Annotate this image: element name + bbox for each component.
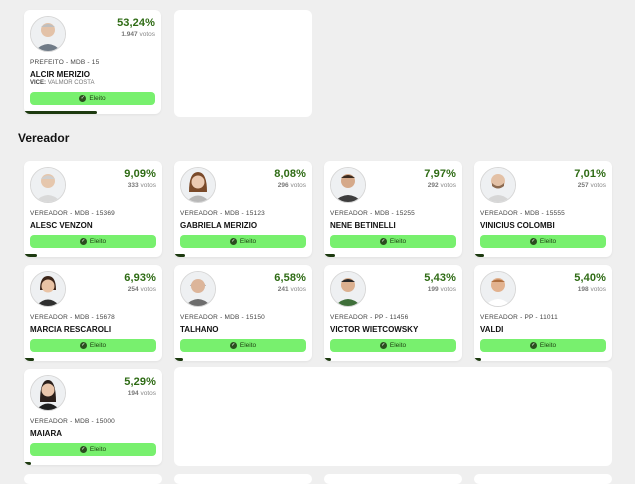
elected-badge: ✓ Eleito xyxy=(480,339,606,352)
vote-count: 199 votos xyxy=(427,286,456,293)
candidate-card: 7,97% 292 votos VEREADOR - MDB - 15255 NENE… xyxy=(324,161,462,257)
candidate-card: 6,93% 254 votos VEREADOR - MDB - 15678 MARC… xyxy=(24,265,162,361)
candidate-role: VEREADOR - PP - 11011 xyxy=(480,314,558,321)
candidate-photo xyxy=(480,271,516,307)
vote-progress-bar xyxy=(474,254,484,257)
elected-badge: ✓ Eleito xyxy=(180,235,306,248)
candidate-card: 9,09% 333 votos VEREADOR - MDB - 15369 ALES… xyxy=(24,161,162,257)
vote-count: 292 votos xyxy=(427,182,456,189)
candidate-name: ALESC VENZON xyxy=(30,221,93,230)
check-icon: ✓ xyxy=(379,238,387,245)
candidate-photo xyxy=(480,167,516,203)
vote-progress-bar xyxy=(324,254,335,257)
candidate-card: 5,29% 194 votos VEREADOR - MDB - 15000 MAIA… xyxy=(24,369,162,465)
elected-badge: ✓ Eleito xyxy=(30,92,155,105)
candidate-role: PREFEITO - MDB - 15 xyxy=(30,59,100,66)
candidate-role: VEREADOR - MDB - 15369 xyxy=(30,210,115,217)
empty-card xyxy=(174,474,312,484)
check-icon: ✓ xyxy=(529,342,537,349)
candidate-role: VEREADOR - MDB - 15555 xyxy=(480,210,565,217)
check-icon: ✓ xyxy=(79,238,87,245)
vote-percentage: 5,40% xyxy=(574,272,606,284)
check-icon: ✓ xyxy=(79,446,87,453)
candidate-photo xyxy=(180,271,216,307)
vote-progress-bar xyxy=(24,462,32,465)
vice-candidate: VICE: VALMOR COSTA xyxy=(30,80,95,86)
vote-percentage: 7,01% xyxy=(574,168,606,180)
candidate-name: TALHANO xyxy=(180,325,219,334)
candidate-name: ALCIR MERIZIO xyxy=(30,70,90,79)
candidate-photo xyxy=(180,167,216,203)
check-icon: ✓ xyxy=(379,342,387,349)
empty-card xyxy=(174,367,612,466)
elected-badge: ✓ Eleito xyxy=(480,235,606,248)
vote-count: 241 votos xyxy=(277,286,306,293)
vote-percentage: 6,58% xyxy=(274,272,306,284)
candidate-photo xyxy=(30,375,66,411)
candidate-photo xyxy=(30,16,66,52)
candidate-card: 5,40% 198 votos VEREADOR - PP - 11011 VALDI… xyxy=(474,265,612,361)
candidate-name: NENE BETINELLI xyxy=(330,221,396,230)
candidate-role: VEREADOR - MDB - 15255 xyxy=(330,210,415,217)
vote-count: 254 votos xyxy=(127,286,156,293)
vote-count: 257 votos xyxy=(577,182,606,189)
candidate-name: MARCIA RESCAROLI xyxy=(30,325,112,334)
candidate-photo xyxy=(30,167,66,203)
vote-count: 194 votos xyxy=(127,390,156,397)
vote-percentage: 53,24% xyxy=(117,17,155,29)
vote-count: 296 votos xyxy=(277,182,306,189)
candidate-card: 7,01% 257 votos VEREADOR - MDB - 15555 VINI… xyxy=(474,161,612,257)
elected-badge: ✓ Eleito xyxy=(330,339,456,352)
check-icon: ✓ xyxy=(79,342,87,349)
candidate-card: 5,43% 199 votos VEREADOR - PP - 11456 VICTO… xyxy=(324,265,462,361)
vote-progress-bar xyxy=(24,111,97,114)
empty-card xyxy=(174,10,312,117)
check-icon: ✓ xyxy=(229,342,237,349)
candidate-photo xyxy=(30,271,66,307)
vote-progress-bar xyxy=(24,254,37,257)
vote-percentage: 6,93% xyxy=(124,272,156,284)
candidate-name: VINICIUS COLOMBI xyxy=(480,221,555,230)
empty-card xyxy=(474,474,612,484)
check-icon: ✓ xyxy=(529,238,537,245)
section-title: Vereador xyxy=(18,131,70,145)
check-icon: ✓ xyxy=(79,95,87,102)
candidate-name: MAIARA xyxy=(30,429,62,438)
elected-badge: ✓ Eleito xyxy=(330,235,456,248)
candidate-role: VEREADOR - PP - 11456 xyxy=(330,314,409,321)
elected-badge: ✓ Eleito xyxy=(30,339,156,352)
check-icon: ✓ xyxy=(229,238,237,245)
candidate-card: 6,58% 241 votos VEREADOR - MDB - 15150 TALH… xyxy=(174,265,312,361)
candidate-photo xyxy=(330,167,366,203)
vote-percentage: 9,09% xyxy=(124,168,156,180)
vote-progress-bar xyxy=(24,358,34,361)
vote-count: 1.947 votos xyxy=(121,31,155,38)
elected-badge: ✓ Eleito xyxy=(30,443,156,456)
candidate-name: VALDI xyxy=(480,325,504,334)
candidate-card: 8,08% 296 votos VEREADOR - MDB - 15123 GABR… xyxy=(174,161,312,257)
elected-badge: ✓ Eleito xyxy=(30,235,156,248)
vote-progress-bar xyxy=(474,358,482,361)
vote-progress-bar xyxy=(174,254,186,257)
vote-count: 333 votos xyxy=(127,182,156,189)
vote-percentage: 7,97% xyxy=(424,168,456,180)
candidate-role: VEREADOR - MDB - 15000 xyxy=(30,418,115,425)
empty-card xyxy=(24,474,162,484)
vote-percentage: 8,08% xyxy=(274,168,306,180)
vote-count: 198 votos xyxy=(577,286,606,293)
vote-progress-bar xyxy=(324,358,332,361)
candidate-role: VEREADOR - MDB - 15678 xyxy=(30,314,115,321)
candidate-role: VEREADOR - MDB - 15150 xyxy=(180,314,265,321)
vote-percentage: 5,43% xyxy=(424,272,456,284)
vote-percentage: 5,29% xyxy=(124,376,156,388)
vote-progress-bar xyxy=(174,358,184,361)
candidate-role: VEREADOR - MDB - 15123 xyxy=(180,210,265,217)
candidate-photo xyxy=(330,271,366,307)
mayor-card: 53,24% 1.947 votos PREFEITO - MDB - 15 A… xyxy=(24,10,161,114)
empty-card xyxy=(324,474,462,484)
elected-badge: ✓ Eleito xyxy=(180,339,306,352)
candidate-name: VICTOR WIETCOWSKY xyxy=(330,325,419,334)
candidate-name: GABRIELA MERIZIO xyxy=(180,221,258,230)
